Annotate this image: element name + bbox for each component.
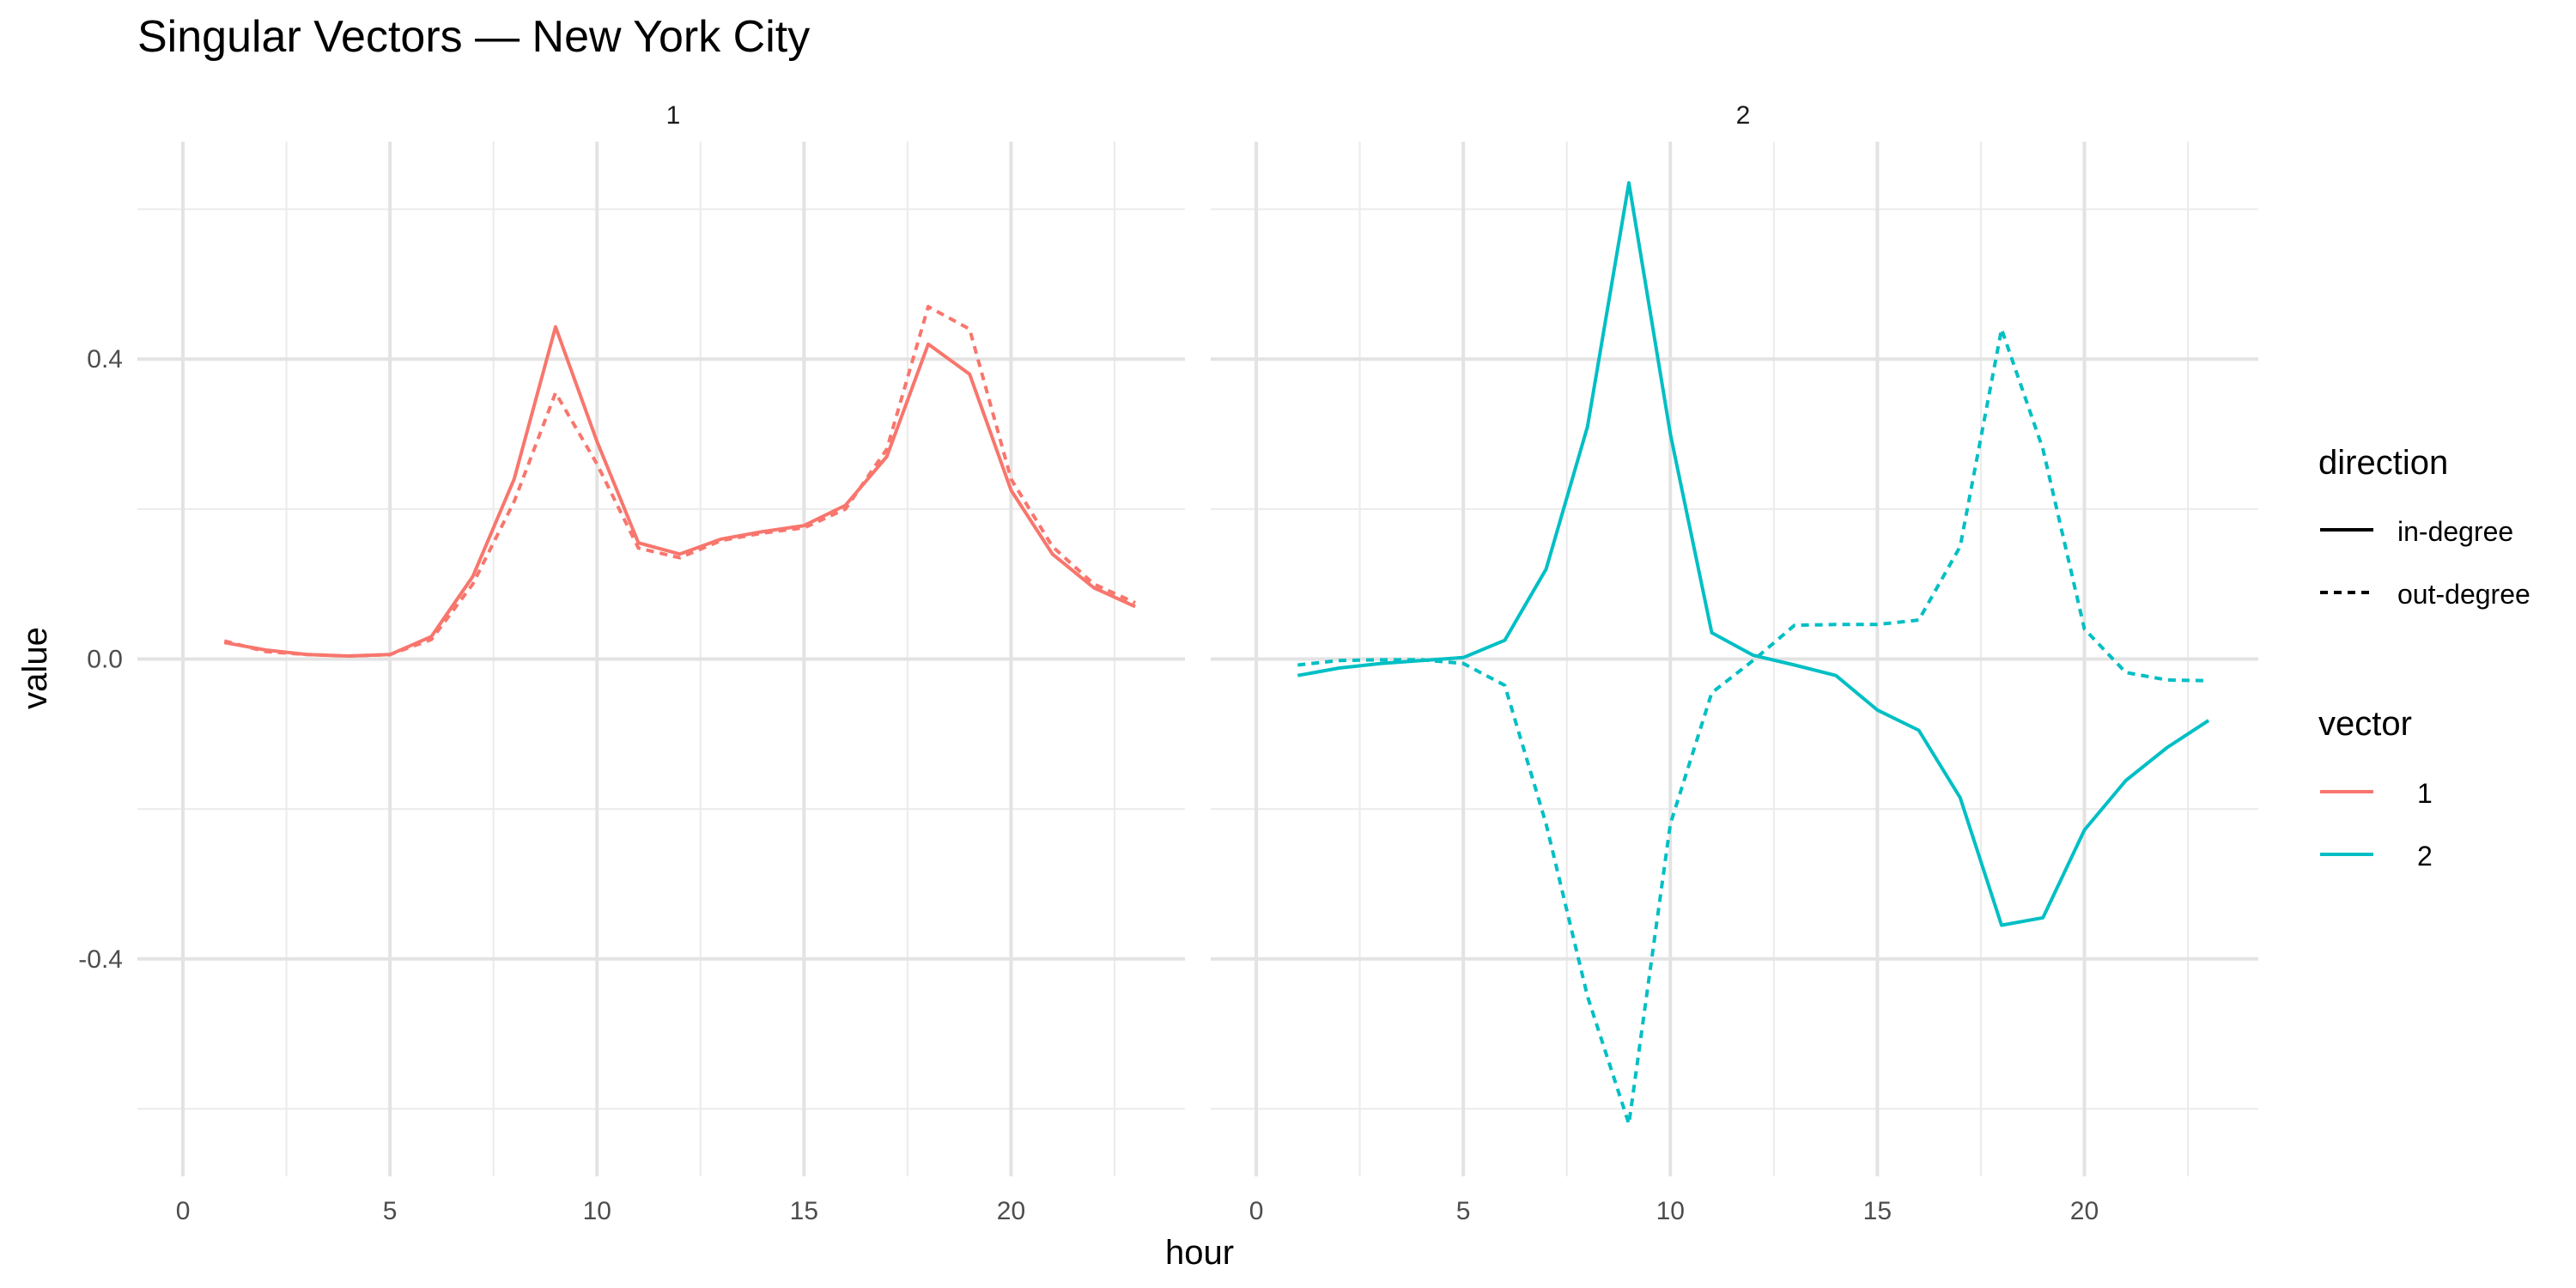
facet-strip-2: 2 bbox=[1736, 101, 1751, 130]
series-line-vector-1-in-degree bbox=[223, 325, 1136, 658]
x-tick-label: 15 bbox=[790, 1197, 818, 1225]
series-line-vector-2-in-degree bbox=[1297, 181, 2210, 927]
y-tick-label: 0.0 bbox=[87, 646, 123, 674]
legend-label-vector-1: 1 bbox=[2417, 778, 2433, 809]
x-tick-label: 15 bbox=[1863, 1197, 1892, 1225]
legend-label-in-degree: in-degree bbox=[2397, 516, 2513, 547]
x-tick-label: 0 bbox=[176, 1197, 191, 1225]
x-axis-title: hour bbox=[1165, 1234, 1234, 1272]
legend: direction in-degree out-degree vector 1 … bbox=[2318, 444, 2530, 872]
x-tick-label: 5 bbox=[1456, 1197, 1471, 1225]
y-axis-ticks: -0.4 0.0 0.4 bbox=[78, 345, 123, 974]
x-axis-ticks: 0 5 10 15 20 0 5 10 15 20 bbox=[176, 1197, 2099, 1225]
legend-label-vector-2: 2 bbox=[2417, 841, 2433, 872]
x-tick-label: 10 bbox=[583, 1197, 611, 1225]
x-tick-label: 5 bbox=[383, 1197, 398, 1225]
legend-direction-title: direction bbox=[2318, 444, 2448, 482]
y-tick-label: -0.4 bbox=[78, 945, 123, 974]
legend-label-out-degree: out-degree bbox=[2397, 579, 2530, 610]
y-axis-title: value bbox=[16, 627, 54, 709]
series-line-vector-2-out-degree bbox=[1297, 327, 2209, 1126]
chart-title: Singular Vectors — New York City bbox=[137, 12, 810, 62]
x-tick-label: 20 bbox=[2070, 1197, 2099, 1225]
facet-strip-1: 1 bbox=[666, 101, 681, 130]
y-tick-label: 0.4 bbox=[87, 345, 123, 374]
series-line-vector-1-out-degree bbox=[223, 305, 1136, 658]
x-tick-label: 10 bbox=[1656, 1197, 1685, 1225]
facet-panel-1 bbox=[137, 142, 1185, 1176]
x-tick-label: 20 bbox=[997, 1197, 1025, 1225]
facet-panel-2 bbox=[1211, 142, 2258, 1176]
legend-vector-title: vector bbox=[2318, 705, 2412, 743]
x-tick-label: 0 bbox=[1249, 1197, 1264, 1225]
